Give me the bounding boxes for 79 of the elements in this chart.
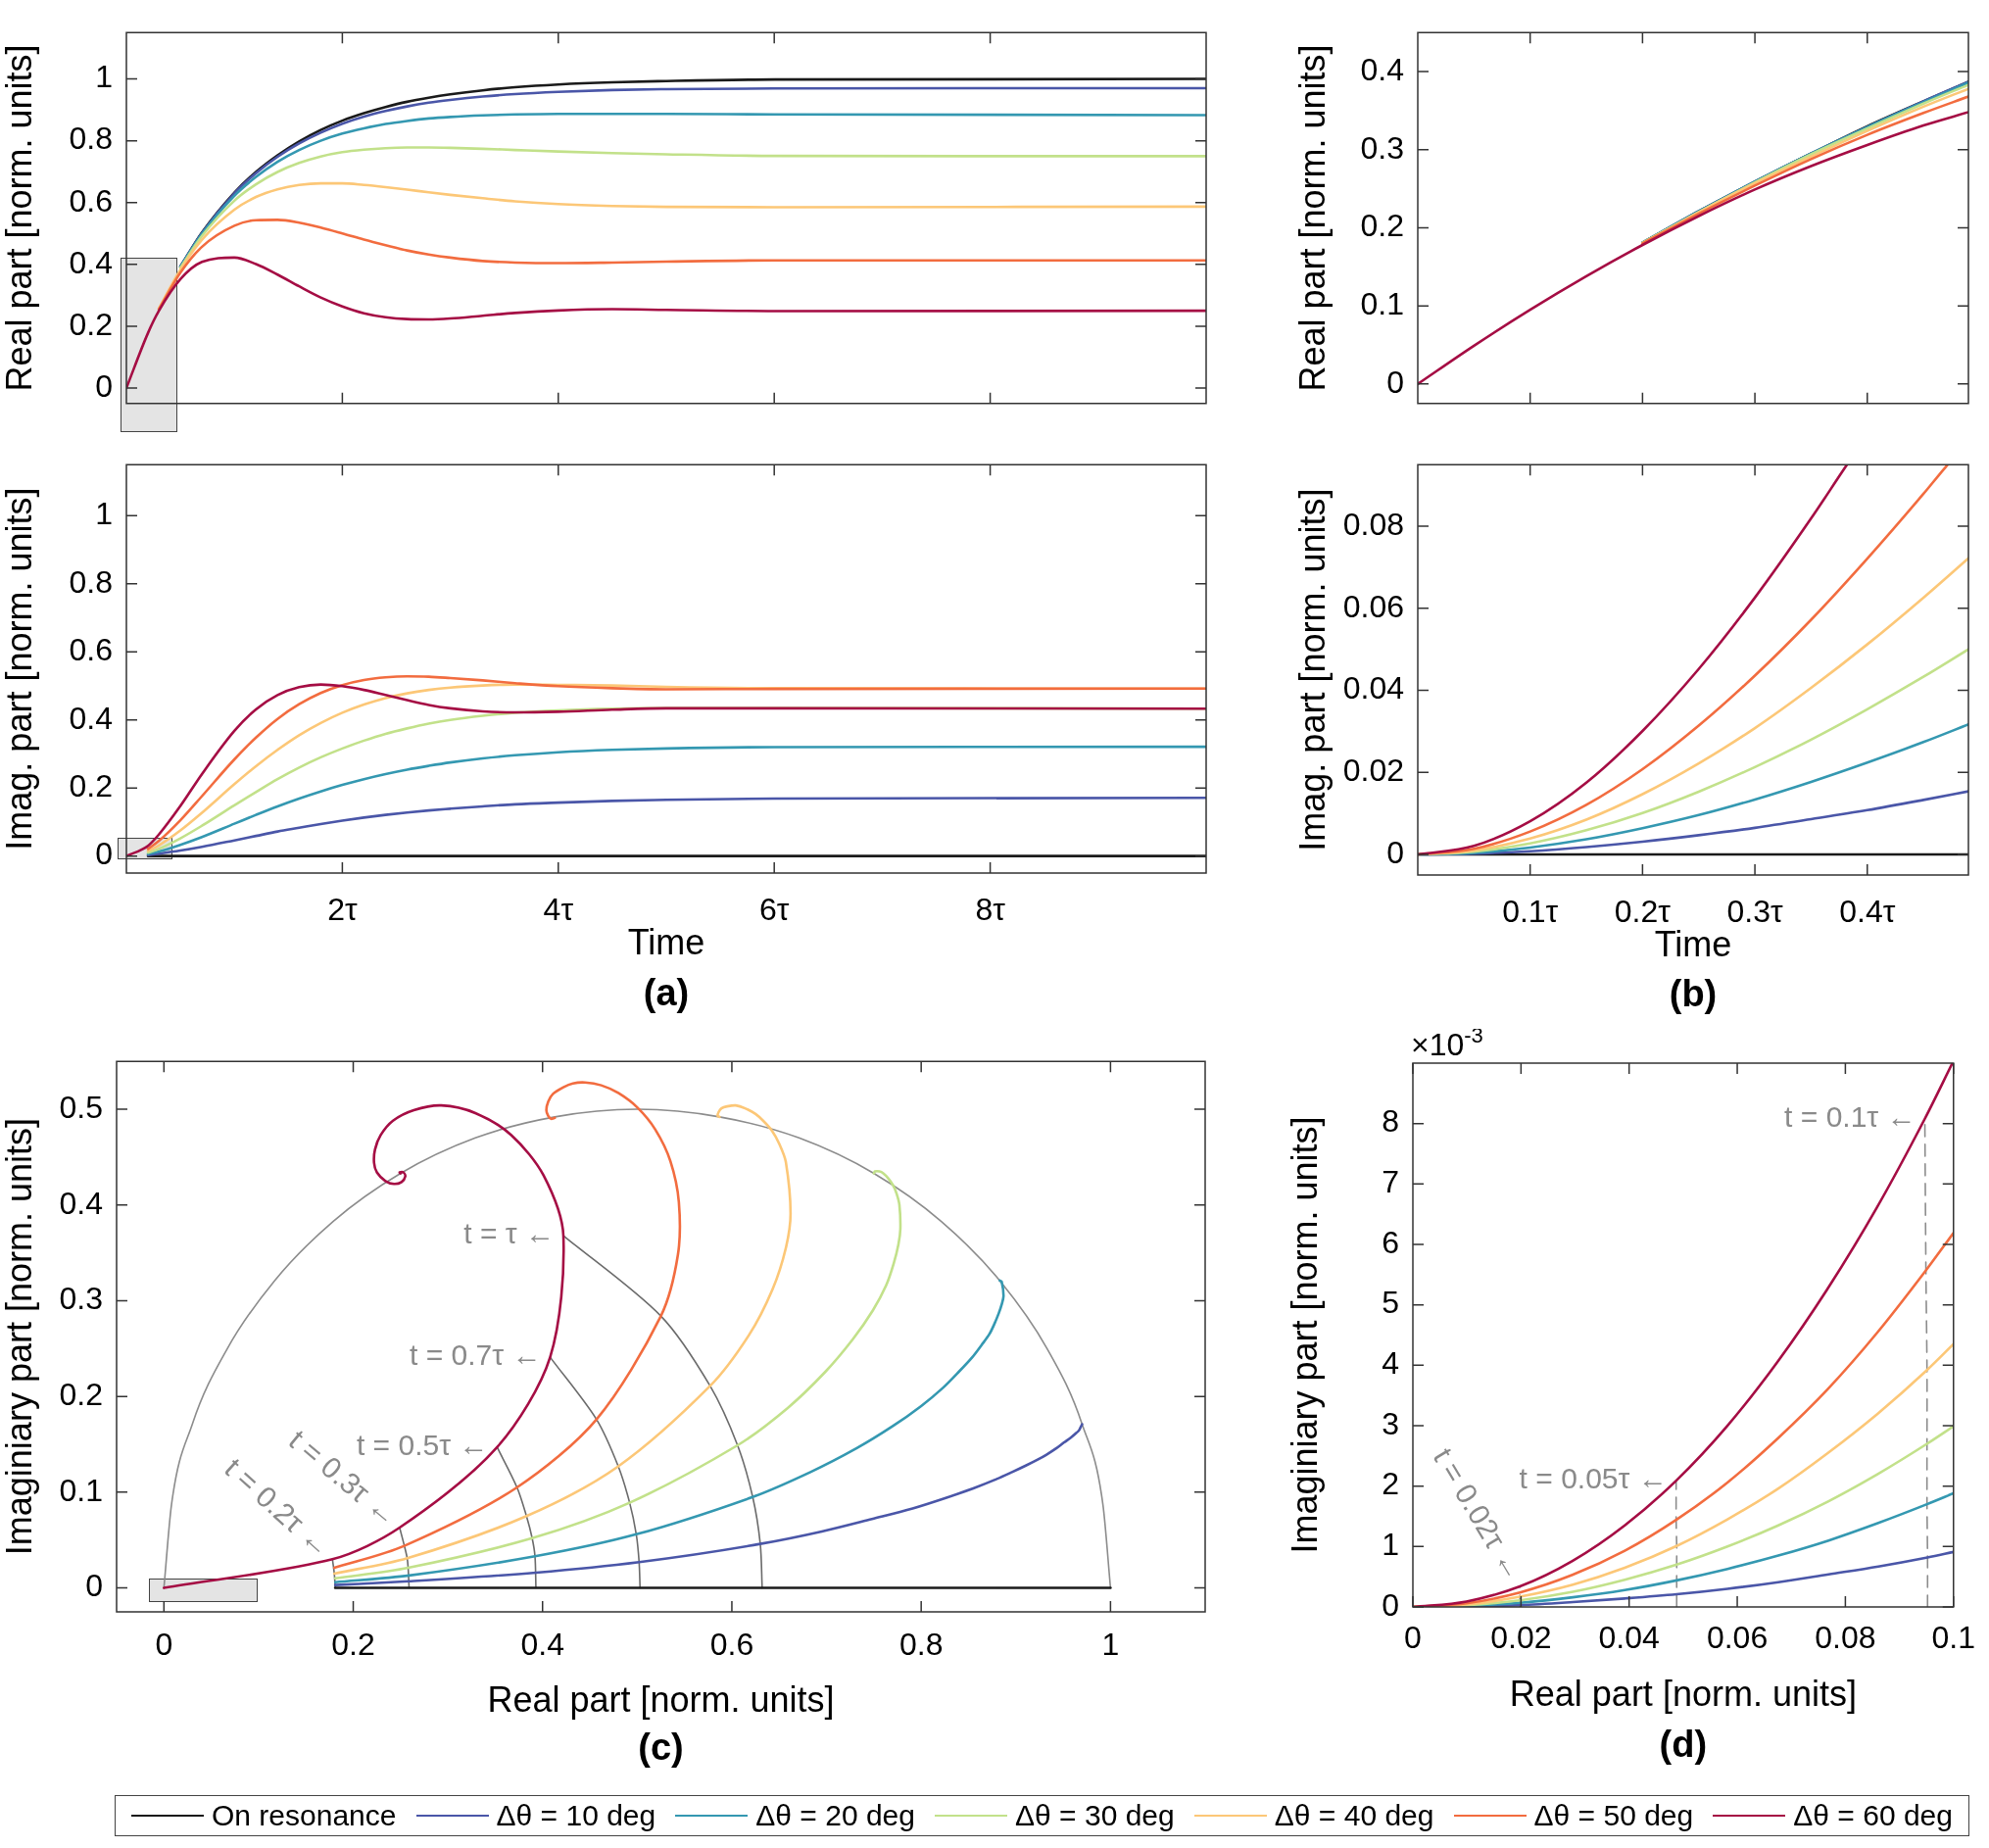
y-tick-label: 0.06 bbox=[1342, 588, 1404, 624]
y-tick-label: 0 bbox=[95, 836, 113, 872]
y-tick-label: 0 bbox=[95, 367, 113, 404]
y-tick-label: 0.2 bbox=[69, 767, 113, 803]
annotation: t = 0.1τ ← bbox=[1784, 1100, 1916, 1133]
y-tick-label: 1 bbox=[1382, 1527, 1399, 1563]
x-tick-label: 6τ bbox=[758, 892, 790, 928]
y-tick-label: 0 bbox=[85, 1568, 103, 1604]
y-tick-label: 0.8 bbox=[69, 121, 113, 157]
legend-label: On resonance bbox=[212, 1799, 397, 1832]
y-axis-title: Real part [norm. units] bbox=[1291, 44, 1333, 392]
y-tick-label: 0.6 bbox=[69, 182, 113, 219]
y-tick-label: 0 bbox=[1386, 364, 1404, 400]
y-tick-label: 0 bbox=[1382, 1586, 1399, 1623]
y-tick-label: 3 bbox=[1382, 1405, 1399, 1441]
text: (a) bbox=[643, 971, 690, 1013]
y-axis-title: Real part [norm. units] bbox=[0, 44, 39, 392]
x-tick-label: 0.6 bbox=[709, 1627, 754, 1663]
x-axis-title: Real part [norm. units] bbox=[487, 1679, 835, 1721]
legend-label: Δθ = 20 deg bbox=[755, 1799, 915, 1832]
y-tick-label: 0.1 bbox=[59, 1472, 103, 1508]
legend-label: Δθ = 30 deg bbox=[1015, 1799, 1175, 1832]
y-tick-label: 4 bbox=[1382, 1345, 1399, 1382]
y-tick-label: 0.4 bbox=[1360, 51, 1404, 87]
x-tick-label: 2τ bbox=[327, 892, 358, 928]
x-tick-label: 0 bbox=[155, 1627, 173, 1663]
text: (b) bbox=[1669, 972, 1718, 1014]
y-tick-label: 2 bbox=[1382, 1466, 1399, 1502]
y-axis-title: Imag. part [norm. units] bbox=[1291, 488, 1333, 851]
y-tick-label: 0.4 bbox=[59, 1185, 103, 1221]
x-tick-label: 0.02 bbox=[1490, 1620, 1552, 1656]
y-tick-label: 0.02 bbox=[1342, 753, 1404, 789]
x-tick-label: 0.04 bbox=[1598, 1620, 1660, 1656]
y-tick-label: 0.4 bbox=[69, 244, 113, 280]
x-axis-title: Real part [norm. units] bbox=[1509, 1674, 1857, 1715]
x-tick-label: 0.06 bbox=[1706, 1620, 1769, 1656]
x-tick-label: 0.4 bbox=[520, 1627, 564, 1663]
x-tick-label: 0.08 bbox=[1815, 1620, 1876, 1656]
y-tick-label: 1 bbox=[95, 59, 113, 95]
y-tick-label: 0.2 bbox=[59, 1376, 103, 1412]
y-axis-title: Imag. part [norm. units] bbox=[0, 487, 39, 851]
y-tick-label: 7 bbox=[1382, 1164, 1399, 1200]
x-tick-label: 4τ bbox=[543, 892, 574, 928]
x-tick-label: 0.4τ bbox=[1839, 894, 1896, 930]
y-tick-label: 0 bbox=[1386, 834, 1404, 870]
annotation: t = 0.05τ ← bbox=[1519, 1462, 1668, 1495]
annotation: t = 0.5τ ← bbox=[356, 1429, 489, 1462]
y-tick-label: 6 bbox=[1382, 1224, 1399, 1260]
y-tick-label: 0.3 bbox=[59, 1281, 103, 1317]
y-tick-label: 8 bbox=[1382, 1103, 1399, 1140]
y-tick-label: 1 bbox=[95, 496, 113, 532]
y-axis-title: Imaginiary part [norm. units] bbox=[0, 1118, 39, 1556]
y-axis-title: Imaginiary part [norm. units] bbox=[1284, 1116, 1325, 1554]
y-tick-label: 0.2 bbox=[69, 306, 113, 342]
annotation: t = 0.7τ ← bbox=[410, 1338, 542, 1372]
y-tick-label: 0.4 bbox=[69, 700, 113, 736]
x-tick-label: 0.2 bbox=[331, 1627, 375, 1663]
annotation: t = τ ← bbox=[463, 1217, 555, 1250]
text: (c) bbox=[638, 1726, 684, 1768]
y-tick-label: 0.08 bbox=[1342, 506, 1404, 542]
legend-label: Δθ = 10 deg bbox=[496, 1799, 656, 1832]
x-tick-label: 0.1 bbox=[1931, 1620, 1975, 1656]
x-tick-label: 8τ bbox=[975, 892, 1006, 928]
y-tick-label: 0.8 bbox=[69, 563, 113, 600]
text: (d) bbox=[1659, 1723, 1708, 1765]
y-tick-label: 0.5 bbox=[59, 1089, 103, 1125]
x-tick-label: 0.1τ bbox=[1502, 894, 1559, 930]
y-tick-label: 0.6 bbox=[69, 632, 113, 668]
x-tick-label: 0.8 bbox=[898, 1627, 944, 1663]
legend-label: Δθ = 60 deg bbox=[1793, 1799, 1953, 1832]
y-tick-label: 0.2 bbox=[1360, 208, 1404, 244]
y-tick-label: 0.3 bbox=[1360, 129, 1404, 166]
x-axis-title: Time bbox=[627, 922, 705, 963]
y-tick-label: 5 bbox=[1382, 1285, 1399, 1321]
y-tick-label: 0.04 bbox=[1342, 670, 1404, 706]
legend-label: Δθ = 50 deg bbox=[1533, 1799, 1694, 1832]
x-tick-label: 1 bbox=[1101, 1627, 1120, 1663]
legend-label: Δθ = 40 deg bbox=[1274, 1799, 1434, 1832]
y-tick-label: 0.1 bbox=[1360, 286, 1404, 321]
